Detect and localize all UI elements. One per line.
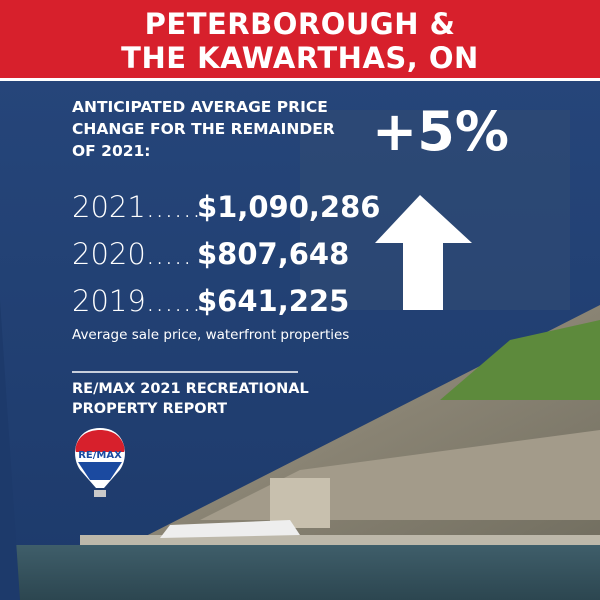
header-rule [0, 78, 600, 81]
report-title: RE/MAX 2021 RECREATIONAL [72, 381, 309, 397]
balloon-logo: RE/MAX [75, 428, 125, 497]
header-title: PETERBOROUGH & [144, 7, 456, 41]
price: $807,648 [197, 237, 350, 271]
forecast-label: ANTICIPATED AVERAGE PRICE [72, 98, 328, 116]
up-arrow [375, 195, 472, 310]
logo-text: RE/MAX [78, 450, 122, 461]
price: $641,225 [197, 284, 350, 318]
price: $1,090,286 [197, 190, 381, 224]
forecast-change: +5% [372, 100, 509, 163]
forecast-label: OF 2021: [72, 142, 151, 160]
year: 2020..... [72, 237, 192, 271]
forecast-label: CHANGE FOR THE REMAINDER [72, 120, 335, 138]
year: 2019...... [72, 284, 202, 318]
report-title: PROPERTY REPORT [72, 401, 228, 417]
price-note: Average sale price, waterfront propertie… [72, 327, 350, 343]
year: 2021...... [72, 190, 202, 224]
header-title: THE KAWARTHAS, ON [121, 41, 479, 75]
header-band [0, 0, 600, 78]
